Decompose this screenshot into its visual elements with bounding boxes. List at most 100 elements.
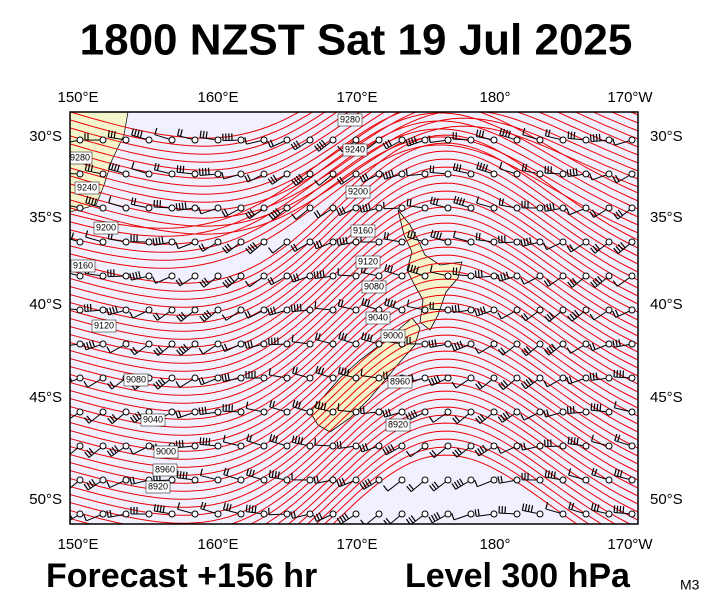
contour-label-box: [70, 259, 96, 273]
station: [145, 340, 153, 348]
station: [76, 204, 84, 212]
barb-feather: [153, 383, 159, 390]
barb-feather: [612, 280, 618, 287]
station: [444, 170, 452, 178]
station: [490, 374, 498, 382]
barb-feather: [502, 379, 509, 387]
barb-feather: [566, 406, 569, 414]
barb-feather: [246, 433, 250, 441]
contour-label: 8960: [155, 464, 175, 474]
barb-feather: [317, 333, 321, 341]
barb-feather: [222, 502, 226, 510]
barb-feather: [594, 468, 598, 476]
station: [421, 306, 429, 314]
barb-feather: [594, 277, 601, 285]
barb-feather: [201, 168, 204, 176]
barb-feather: [521, 163, 525, 171]
barb-feather: [109, 381, 115, 388]
barb-feather: [343, 333, 348, 341]
barb-feather: [272, 174, 278, 182]
barb-feather: [504, 129, 509, 137]
barb-feather: [413, 409, 418, 417]
barb-feather: [456, 341, 461, 349]
station: [559, 408, 567, 416]
barb-feather: [318, 141, 325, 148]
barb-feather: [548, 345, 554, 352]
barb-feather: [387, 445, 393, 453]
barb-feather: [86, 482, 92, 489]
barb-feather: [319, 270, 322, 278]
barb-feather: [318, 239, 323, 247]
station: [490, 272, 498, 280]
barb-feather: [275, 208, 281, 215]
barb-feather: [157, 345, 164, 353]
barb-feather: [244, 311, 249, 319]
barb-feather: [520, 314, 527, 322]
barb-feather: [618, 339, 621, 347]
barb-feather: [223, 343, 228, 351]
barb-feather: [64, 484, 68, 489]
station: [513, 136, 521, 144]
station: [352, 340, 360, 348]
barb-feather: [267, 178, 273, 185]
barb-feather: [248, 505, 251, 513]
lon-label: 150°E: [57, 89, 98, 106]
station: [306, 340, 314, 348]
barb-feather: [500, 347, 506, 354]
contour-line: [70, 112, 326, 155]
lon-label: 170°E: [336, 89, 377, 106]
contour-line: [70, 374, 638, 524]
barb-feather: [389, 265, 394, 273]
station: [283, 204, 291, 212]
barb-feather: [292, 366, 296, 374]
barb-feather: [113, 163, 117, 171]
barb-feather: [63, 377, 66, 384]
barb-feather: [180, 311, 187, 319]
barb-feather: [178, 440, 181, 448]
station: [490, 306, 498, 314]
station: [582, 272, 590, 280]
title: 1800 NZST Sat 19 Jul 2025: [80, 16, 633, 65]
barb-feather: [384, 264, 388, 272]
barb-feather: [455, 163, 459, 171]
station: [582, 340, 590, 348]
barb-feather: [290, 304, 293, 312]
barb-feather: [520, 413, 525, 421]
station: [329, 170, 337, 178]
barb-feather: [589, 211, 595, 218]
barb-feather: [406, 299, 410, 307]
barb-feather: [436, 511, 441, 519]
barb-feather: [524, 164, 528, 172]
barb-feather: [410, 515, 416, 522]
contour-line: [70, 112, 638, 171]
station: [536, 408, 544, 416]
station: [490, 408, 498, 416]
station: [513, 476, 521, 484]
contour-line: [70, 358, 638, 508]
station: [628, 238, 636, 246]
lat-label: 40°S: [29, 296, 62, 313]
barb-feather: [221, 314, 227, 321]
barb-feather: [205, 131, 208, 139]
station: [467, 204, 475, 212]
station: [559, 442, 567, 450]
barb-feather: [107, 417, 113, 424]
barb-feather: [615, 339, 618, 347]
barb-feather: [479, 162, 483, 170]
barb-feather: [270, 211, 276, 219]
barb-feather: [364, 479, 370, 487]
barb-feather: [182, 471, 185, 479]
barb-feather: [222, 435, 226, 443]
barb-feather: [454, 481, 459, 489]
barb-feather: [153, 162, 157, 171]
station: [329, 340, 337, 348]
barb-feather: [180, 345, 187, 352]
barb-feather: [431, 449, 437, 457]
barb-feather: [313, 476, 316, 484]
barb-feather: [546, 313, 552, 321]
barb-feather: [475, 383, 481, 390]
station: [122, 306, 130, 314]
barb-feather: [522, 127, 526, 135]
barb-feather: [387, 264, 391, 272]
barb-feather: [502, 128, 506, 136]
